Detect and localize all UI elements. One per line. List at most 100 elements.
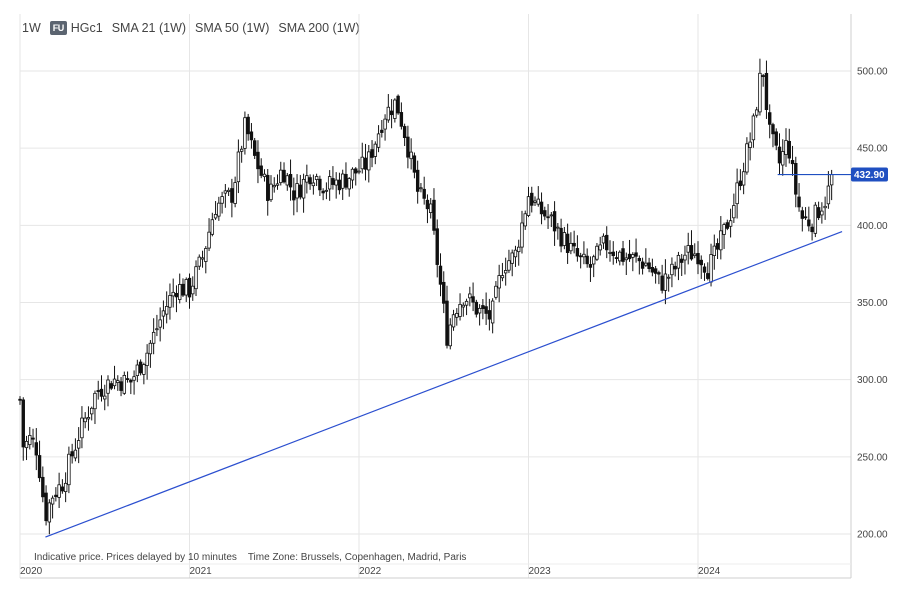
candle (380, 120, 384, 138)
indicator-sma-50[interactable]: SMA 50 (1W) (195, 21, 270, 35)
candle (807, 206, 811, 232)
y-tick-label: 500.00 (857, 67, 888, 78)
candle (451, 309, 456, 331)
candle (572, 230, 576, 254)
candle (54, 487, 58, 502)
candle (119, 376, 123, 397)
candle (233, 176, 237, 208)
y-tick-label: 400.00 (857, 221, 888, 232)
support-trendline[interactable] (45, 230, 843, 538)
candle (174, 285, 179, 313)
candle (344, 162, 348, 190)
candle (135, 359, 140, 383)
candle (471, 282, 475, 312)
interval-selector[interactable]: 1W (22, 21, 41, 35)
y-tick-label: 450.00 (857, 144, 888, 155)
candle (197, 254, 201, 270)
candle (520, 210, 524, 254)
candle (523, 210, 527, 230)
candle (112, 365, 117, 390)
indicator-sma-200[interactable]: SMA 200 (1W) (278, 21, 360, 35)
candle (429, 198, 433, 219)
candle (295, 174, 299, 213)
candle (552, 201, 557, 246)
candle (578, 252, 583, 269)
candle (477, 304, 482, 326)
candle (533, 196, 537, 206)
candle (34, 428, 38, 471)
candle (360, 142, 364, 174)
candle (96, 380, 100, 400)
candle (419, 183, 423, 193)
symbol-label[interactable]: HGc1 (70, 21, 103, 35)
candle (689, 230, 694, 261)
candle (588, 256, 593, 282)
candle (103, 384, 107, 411)
candle (158, 307, 162, 342)
candle (292, 177, 296, 216)
candle (308, 174, 312, 190)
candle (347, 177, 351, 197)
y-tick-label: 250.00 (857, 452, 888, 463)
candle (556, 222, 560, 240)
candle (497, 264, 501, 303)
candle (93, 390, 97, 425)
candle (334, 172, 338, 199)
candle (784, 128, 788, 167)
candle (562, 226, 567, 250)
candle (539, 192, 544, 225)
candle (327, 170, 332, 201)
candle (490, 298, 495, 334)
candle (813, 202, 818, 238)
candle (142, 362, 146, 385)
candle (794, 156, 798, 208)
candle (826, 171, 831, 209)
candle (715, 238, 720, 260)
candle (650, 258, 655, 277)
candle (252, 137, 257, 159)
candle (164, 291, 169, 324)
candle (341, 169, 345, 200)
candle (725, 219, 730, 231)
candle (503, 257, 508, 286)
candle (226, 187, 231, 197)
candle (425, 194, 430, 224)
y-axis-ticks: 200.00 250.00 300.00 350.00 400.00 450.00 500.… (857, 67, 888, 541)
candle (80, 406, 84, 449)
candle (50, 495, 55, 519)
candle (223, 184, 228, 208)
candle (415, 160, 420, 204)
candle (393, 98, 397, 123)
candle (608, 240, 612, 262)
chart-toolbar: 1W FU HGc1 SMA 21 (1W) SMA 50 (1W) SMA 2… (22, 19, 369, 37)
candle (458, 293, 462, 321)
candle (611, 241, 615, 265)
candle (526, 186, 531, 218)
candle (402, 123, 407, 146)
candle (125, 371, 130, 383)
candle (565, 223, 570, 264)
candle (406, 125, 410, 169)
candle (618, 250, 622, 266)
x-tick-label: 2024 (698, 566, 721, 577)
candle (741, 162, 746, 195)
candle (670, 257, 674, 288)
candle (464, 298, 469, 316)
candle (259, 158, 263, 179)
candle (761, 73, 765, 87)
candle (191, 276, 195, 301)
grid-lines (19, 14, 851, 578)
candle (367, 144, 371, 183)
indicator-sma-21[interactable]: SMA 21 (1W) (111, 21, 187, 35)
candle (536, 186, 540, 207)
candle (184, 277, 188, 302)
candle (60, 479, 65, 494)
candle (507, 249, 511, 274)
candle (442, 271, 446, 314)
candle (445, 285, 449, 349)
candle (409, 138, 413, 170)
candle (86, 406, 91, 431)
candle (722, 222, 726, 249)
candle (605, 226, 609, 259)
